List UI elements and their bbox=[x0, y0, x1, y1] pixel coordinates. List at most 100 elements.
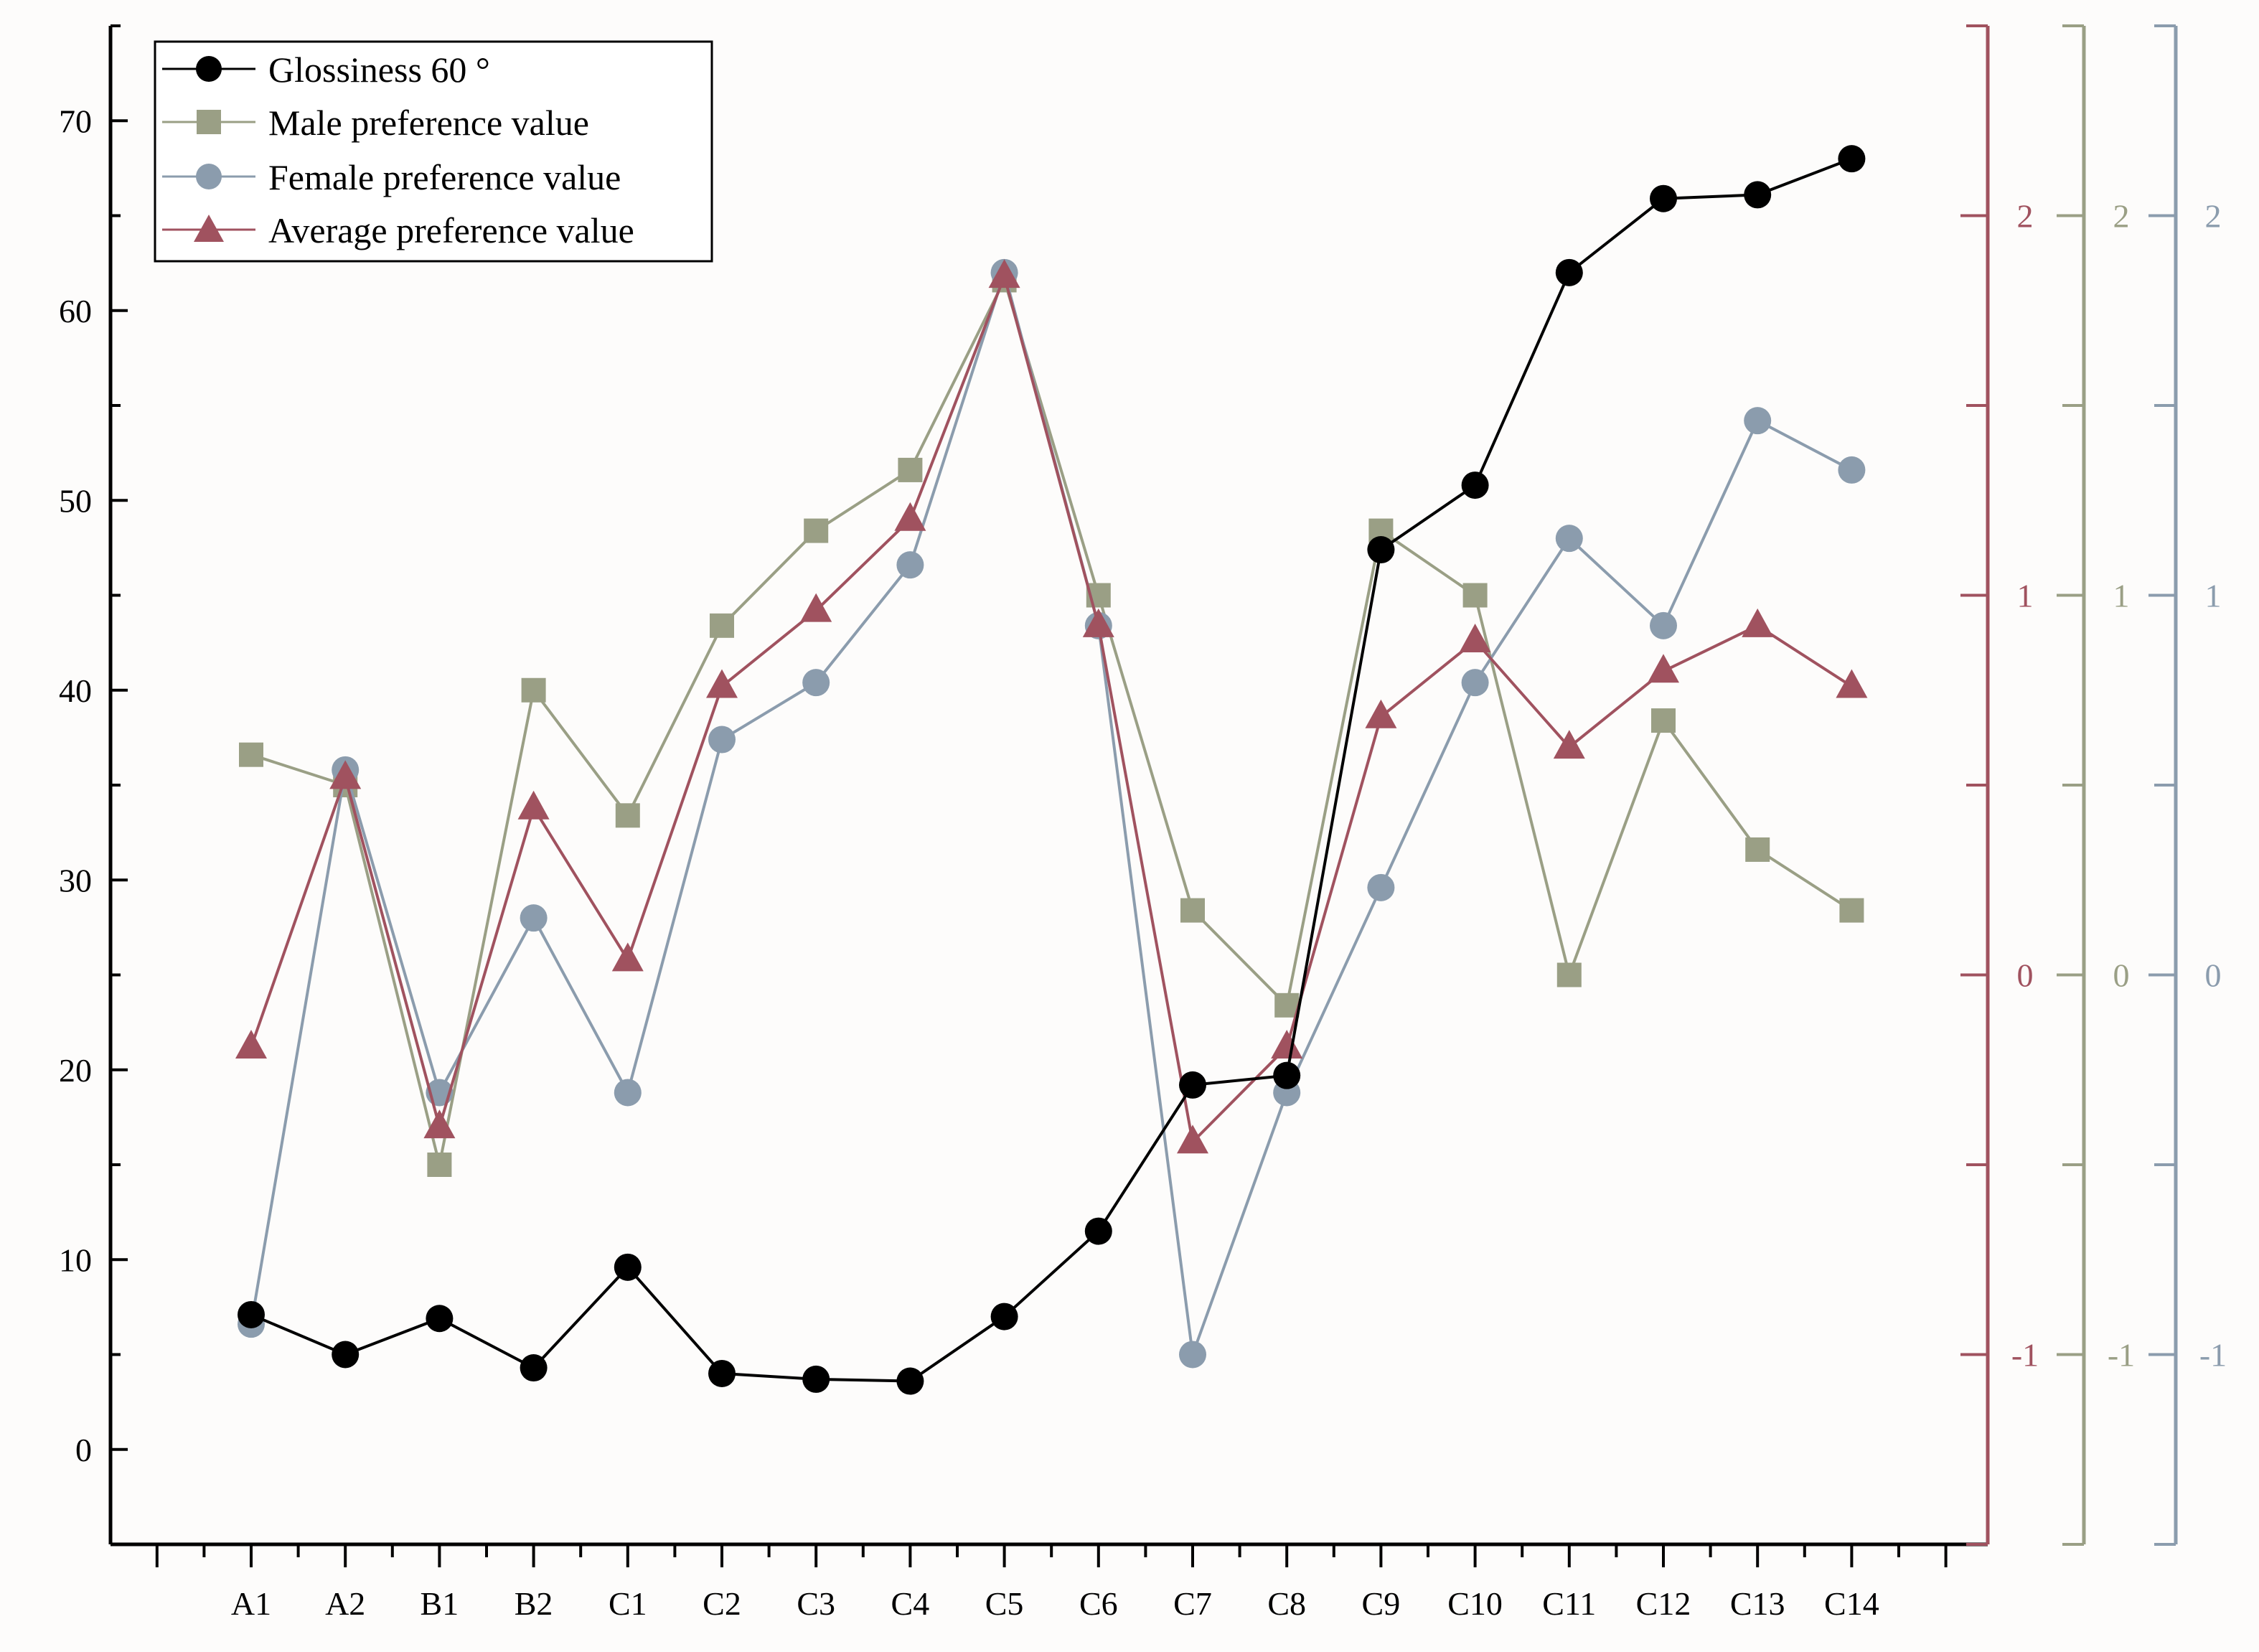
right-axis-tick-label: 0 bbox=[2205, 957, 2222, 994]
data-point bbox=[1744, 407, 1772, 435]
left-axis-tick-label: 60 bbox=[59, 293, 92, 329]
data-point bbox=[1839, 898, 1864, 923]
x-tick-label: C3 bbox=[797, 1585, 835, 1622]
data-point bbox=[1651, 708, 1676, 733]
data-point bbox=[1745, 837, 1770, 862]
right-axis-tick-label: 2 bbox=[2205, 198, 2222, 235]
data-point bbox=[1367, 536, 1395, 564]
left-axis-tick-label: 70 bbox=[59, 103, 92, 139]
data-point bbox=[520, 904, 548, 932]
x-tick-label: C7 bbox=[1173, 1585, 1212, 1622]
data-point bbox=[1179, 1071, 1206, 1099]
data-point bbox=[708, 726, 736, 754]
legend-box bbox=[154, 40, 713, 263]
data-point bbox=[896, 551, 924, 579]
legend-label-male: Male preference value bbox=[268, 103, 589, 143]
series-line bbox=[250, 157, 1853, 1383]
data-point bbox=[706, 669, 738, 698]
data-point bbox=[614, 1079, 642, 1107]
series-male-preference-value bbox=[239, 268, 1864, 1177]
series-female-preference-value bbox=[238, 258, 1866, 1369]
data-point bbox=[1836, 669, 1868, 698]
data-point bbox=[1556, 962, 1582, 987]
data-point bbox=[1553, 730, 1585, 759]
data-point bbox=[1462, 583, 1488, 608]
legend-entry-male: Male preference value bbox=[162, 103, 589, 143]
data-point bbox=[332, 1341, 360, 1369]
data-point bbox=[1084, 1217, 1112, 1245]
legend: Glossiness 60 ° Male preference value Fe… bbox=[154, 40, 713, 263]
x-tick-label: A2 bbox=[325, 1585, 365, 1622]
legend-label-glossiness: Glossiness 60 ° bbox=[268, 50, 490, 90]
right-axis-tick-label: 0 bbox=[2113, 957, 2130, 994]
data-point bbox=[1273, 1061, 1301, 1089]
right-axis-tick-label: 1 bbox=[2113, 578, 2130, 614]
legend-entry-average: Average preference value bbox=[162, 210, 634, 250]
data-point bbox=[1742, 608, 1774, 637]
series-average-preference-value bbox=[235, 259, 1868, 1154]
right-axis-tick-label: 0 bbox=[2017, 957, 2034, 994]
series-line bbox=[250, 276, 1853, 1165]
right-axis-tick-label: 1 bbox=[2017, 578, 2034, 614]
left-axis-tick-label: 40 bbox=[59, 672, 92, 709]
data-point bbox=[990, 1303, 1018, 1330]
data-point bbox=[1650, 611, 1677, 639]
data-point bbox=[708, 1359, 736, 1387]
x-tick-label: B1 bbox=[421, 1585, 459, 1622]
x-tick-label: C13 bbox=[1730, 1585, 1785, 1622]
data-point bbox=[614, 1253, 642, 1281]
data-point bbox=[611, 942, 644, 972]
data-point bbox=[615, 803, 640, 828]
x-tick-label: C2 bbox=[703, 1585, 741, 1622]
data-point bbox=[426, 1305, 454, 1333]
data-point bbox=[1461, 471, 1489, 499]
right-axis-tick-label: 2 bbox=[2113, 198, 2130, 235]
legend-label-average: Average preference value bbox=[268, 210, 634, 250]
series-glossiness-60 bbox=[238, 145, 1866, 1395]
x-tick-label: C11 bbox=[1542, 1585, 1596, 1622]
series-line bbox=[250, 271, 1853, 1145]
left-axis-tick-label: 30 bbox=[59, 862, 92, 898]
data-point bbox=[1082, 608, 1114, 637]
right-axis-tick-label: 2 bbox=[2017, 198, 2034, 235]
left-axis-tick-label: 50 bbox=[59, 482, 92, 519]
data-point bbox=[804, 518, 829, 543]
data-point bbox=[1459, 623, 1491, 652]
left-axis-tick-label: 10 bbox=[59, 1242, 92, 1278]
data-point bbox=[1461, 669, 1489, 697]
data-point bbox=[802, 669, 830, 697]
x-tick-label: C8 bbox=[1267, 1585, 1306, 1622]
x-tick-label: C10 bbox=[1447, 1585, 1503, 1622]
legend-entry-female: Female preference value bbox=[162, 157, 621, 197]
data-point bbox=[1365, 699, 1397, 728]
data-point bbox=[896, 1367, 924, 1395]
x-tick-label: B2 bbox=[515, 1585, 553, 1622]
x-tick-label: C9 bbox=[1362, 1585, 1401, 1622]
data-point bbox=[802, 1365, 830, 1393]
x-tick-label: C14 bbox=[1824, 1585, 1879, 1622]
data-point bbox=[1838, 145, 1866, 173]
left-axis-tick-label: 0 bbox=[75, 1432, 92, 1468]
right-axis-tick-label: -1 bbox=[2199, 1337, 2227, 1374]
series-layer bbox=[235, 145, 1868, 1395]
legend-label-female: Female preference value bbox=[268, 157, 621, 197]
data-point bbox=[1179, 1341, 1206, 1369]
data-point bbox=[1744, 181, 1772, 209]
left-axis-tick-label: 20 bbox=[59, 1052, 92, 1089]
x-tick-label: C5 bbox=[985, 1585, 1024, 1622]
right-axis-tick-label: 1 bbox=[2205, 578, 2222, 614]
x-tick-label: C1 bbox=[609, 1585, 647, 1622]
x-tick-label: C6 bbox=[1079, 1585, 1118, 1622]
data-point bbox=[423, 1109, 456, 1139]
data-point bbox=[800, 593, 832, 622]
data-point bbox=[710, 613, 734, 638]
data-point bbox=[1180, 898, 1205, 923]
right-axis-tick-label: -1 bbox=[2108, 1337, 2135, 1374]
data-point bbox=[1555, 258, 1583, 286]
data-point bbox=[988, 259, 1020, 288]
data-point bbox=[517, 790, 550, 820]
data-point bbox=[329, 760, 362, 789]
x-tick-label: A1 bbox=[231, 1585, 271, 1622]
